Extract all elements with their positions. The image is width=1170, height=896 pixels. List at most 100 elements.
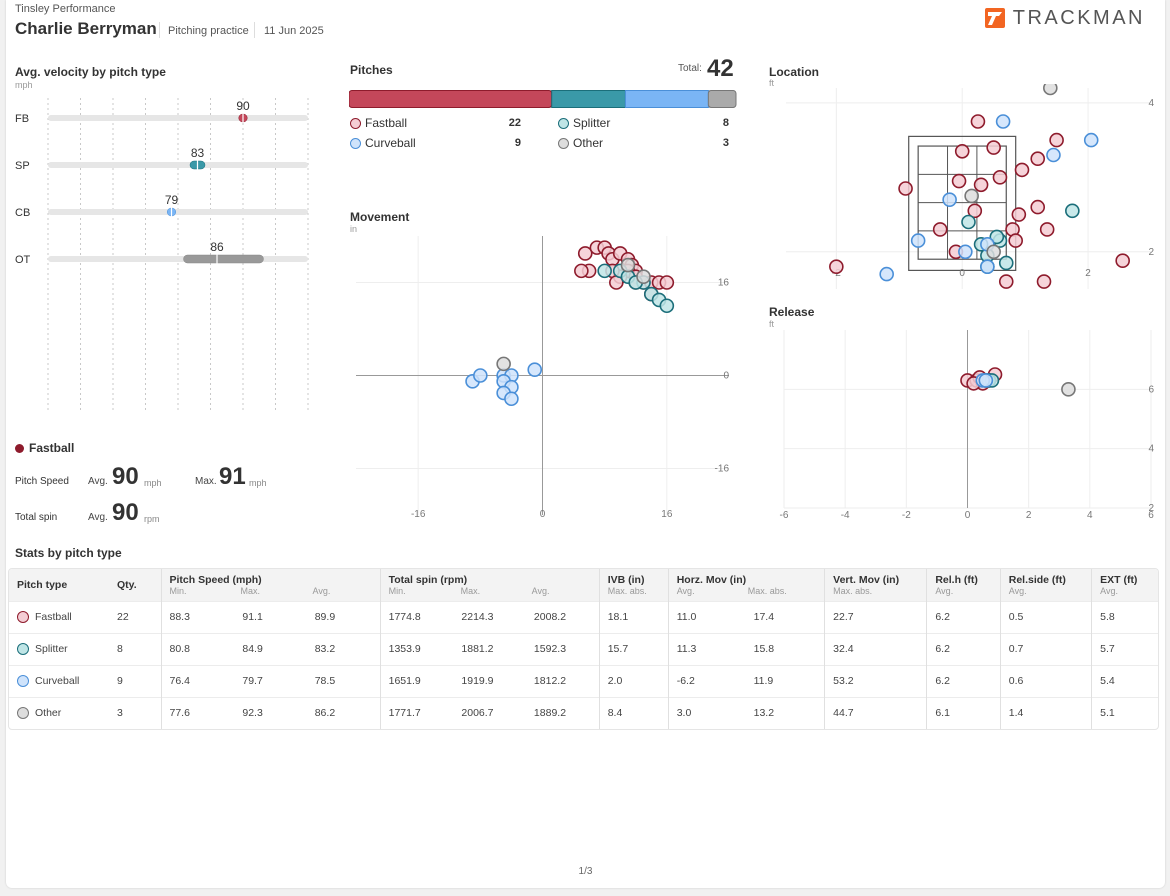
y-tick-label: 4 xyxy=(1148,444,1154,455)
velocity-category-label: CB xyxy=(15,207,30,219)
curveball-point xyxy=(958,244,973,260)
splitter-dot-icon xyxy=(17,643,29,656)
pitches-total-value: 42 xyxy=(707,55,734,82)
legend-other: Other xyxy=(558,136,603,150)
cell-ivb: 15.7 xyxy=(598,632,669,665)
fastball-point xyxy=(998,274,1014,289)
fastball-point xyxy=(898,181,913,196)
pitches-total-label: Total: xyxy=(678,63,702,74)
trackman-logo: TRACKMAN xyxy=(984,6,1145,29)
table-row: Curveball 9 76.4 79.7 78.5 1651.9 1919.9 1812.2… xyxy=(9,664,1158,697)
table-row: Fastball 22 88.3 91.1 89.9 1774.8 2214.3 2008.2… xyxy=(9,600,1158,633)
header-separator xyxy=(159,22,160,38)
legend-curveball-label: Curveball xyxy=(365,136,416,150)
velocity-chart: FB 90 SP 83 CB 79 OT 86 xyxy=(15,98,309,412)
cell-spin_avg: 1592.3 xyxy=(525,632,600,665)
header-horz-mov-label: Horz. Mov (in) xyxy=(676,573,747,586)
cell-spin_min: 1771.7 xyxy=(379,696,454,729)
legend-fastball-label: Fastball xyxy=(365,116,408,130)
stats-table: Pitch type Qty. Pitch Speed (mph) Min. Max… xyxy=(9,569,1158,729)
y-tick-label: 4 xyxy=(1148,98,1154,109)
velocity-track xyxy=(48,209,308,215)
sub-avg: Avg. xyxy=(676,585,695,596)
location-title: Location xyxy=(769,65,819,79)
fastball-point xyxy=(1036,274,1052,289)
x-tick-label: -6 xyxy=(780,510,789,521)
fastball-point xyxy=(1030,151,1046,167)
x-tick-label: 6 xyxy=(1148,510,1154,521)
location-unit: ft xyxy=(769,78,775,88)
fastball-point xyxy=(967,203,983,219)
cell-relside: 0.7 xyxy=(999,632,1092,665)
other-point xyxy=(1043,84,1058,96)
fastball-point xyxy=(986,140,1001,155)
pitch-type-label: Other xyxy=(35,707,62,720)
cell-sp_avg: 89.9 xyxy=(306,600,381,633)
legend-other-label: Other xyxy=(573,136,604,150)
other-point xyxy=(620,257,636,273)
curveball-point xyxy=(978,373,994,388)
cell-spin_max: 2006.7 xyxy=(453,696,526,729)
velocity-value-label: 79 xyxy=(165,193,179,207)
organization-name: Tinsley Performance xyxy=(15,3,116,15)
other-legend-icon xyxy=(558,137,569,149)
cell-sp_avg: 86.2 xyxy=(306,696,381,729)
legend-splitter-label: Splitter xyxy=(573,116,611,130)
cell-ext: 5.4 xyxy=(1091,664,1158,697)
cell-spin_max: 1881.2 xyxy=(453,632,526,665)
velocity-title: Avg. velocity by pitch type xyxy=(15,65,166,79)
splitter-point xyxy=(961,214,976,230)
y-tick-label: 2 xyxy=(1148,247,1154,258)
splitter-point xyxy=(998,255,1014,271)
velocity-category-label: FB xyxy=(15,113,29,125)
cell-type: Other xyxy=(9,696,109,729)
fastball-point xyxy=(1039,222,1055,237)
y-tick-label: 0 xyxy=(723,371,729,382)
legend-fastball-count: 22 xyxy=(508,117,521,129)
player-name: Charlie Berryman xyxy=(15,19,157,38)
location-chart: -20224 xyxy=(786,84,1154,289)
cell-qty: 3 xyxy=(109,696,161,729)
cell-v_max: 22.7 xyxy=(824,600,927,633)
legend-curveball-count: 9 xyxy=(514,137,521,149)
cell-h_max: 11.9 xyxy=(745,664,825,697)
cell-spin_avg: 1889.2 xyxy=(525,696,600,729)
cell-v_max: 53.2 xyxy=(824,664,927,697)
release-unit: ft xyxy=(769,319,775,329)
curveball-legend-icon xyxy=(350,137,361,149)
x-tick-label: -16 xyxy=(411,509,426,520)
fastball-point xyxy=(973,177,989,193)
fastball-point xyxy=(574,263,589,279)
cell-type: Splitter xyxy=(9,632,109,665)
velocity-value-label: 86 xyxy=(210,240,224,254)
header-horz-mov: Horz. Mov (in) Avg. Max. abs. xyxy=(667,569,825,601)
cell-sp_min: 80.8 xyxy=(160,632,235,665)
cell-h_max: 17.4 xyxy=(745,600,825,633)
velocity-track xyxy=(48,162,308,168)
cell-type: Fastball xyxy=(9,600,109,633)
cell-ivb: 2.0 xyxy=(598,664,669,697)
stats-table-container: Pitch type Qty. Pitch Speed (mph) Min. Max… xyxy=(8,568,1159,730)
x-tick-label: -4 xyxy=(841,510,850,521)
pitch-bar-segment-other xyxy=(707,90,737,108)
splitter-point xyxy=(1065,203,1080,219)
fastball-point xyxy=(954,143,970,159)
x-tick-label: 16 xyxy=(661,509,673,520)
header-qty: Qty. xyxy=(117,578,137,591)
trackman-logo-text: TRACKMAN xyxy=(1012,6,1145,29)
cell-sp_avg: 78.5 xyxy=(306,664,381,697)
pitch-bar-segment-curveball xyxy=(624,90,709,108)
max-speed-label: Max. xyxy=(195,476,217,487)
cell-relh: 6.2 xyxy=(926,664,1001,697)
fastball-point xyxy=(1115,253,1130,269)
sub-maxabs: Max. abs. xyxy=(747,585,787,596)
cell-relh: 6.2 xyxy=(926,600,1001,633)
table-row: Other 3 77.6 92.3 86.2 1771.7 2006.7 1889.2 8.4 3… xyxy=(9,696,1158,729)
cell-sp_max: 79.7 xyxy=(234,664,307,697)
cell-h_avg: 11.0 xyxy=(667,600,746,633)
cell-spin_max: 2214.3 xyxy=(453,600,526,633)
fastball-summary-title: Fastball xyxy=(15,441,74,455)
fastball-point xyxy=(951,173,967,189)
cell-relside: 0.5 xyxy=(999,600,1092,633)
cell-h_avg: 3.0 xyxy=(667,696,746,729)
